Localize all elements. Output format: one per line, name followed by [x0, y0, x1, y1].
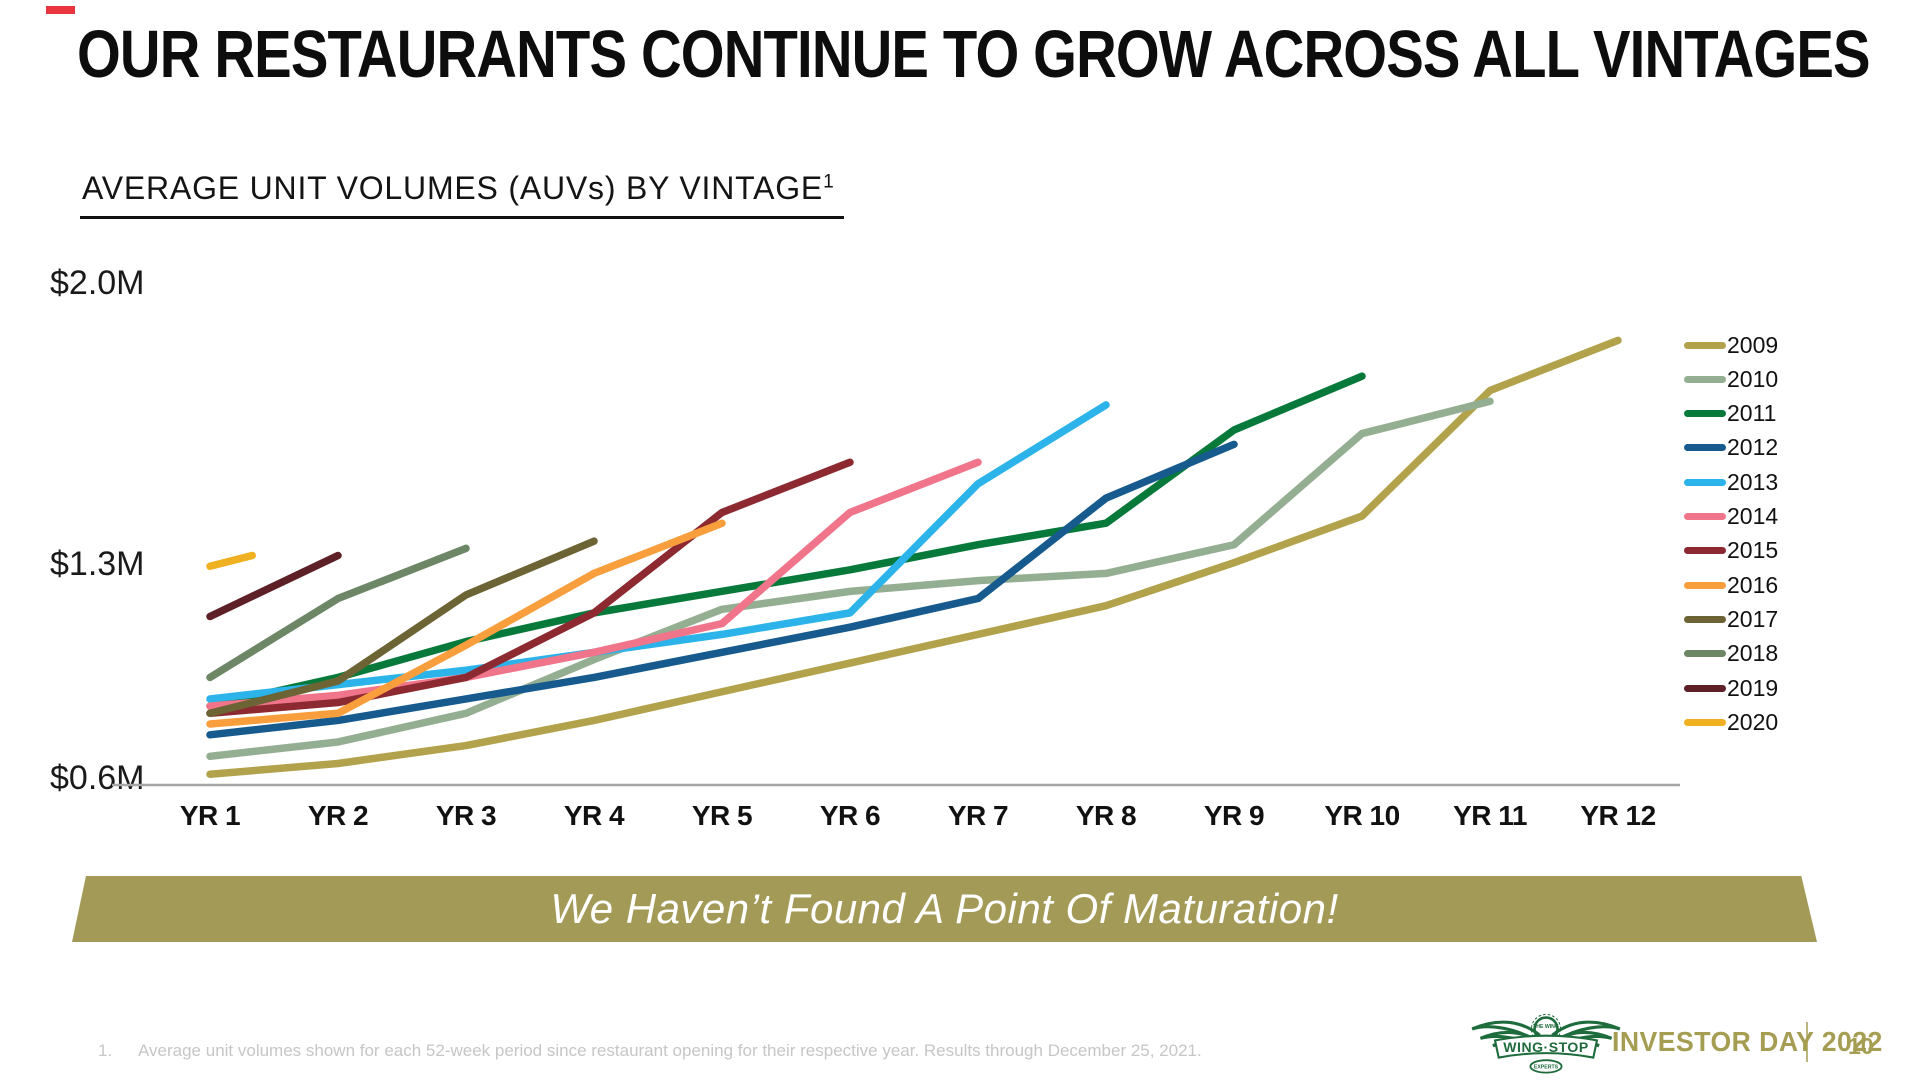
legend-swatch-2013: [1684, 478, 1726, 486]
takeaway-banner: We Haven’t Found A Point Of Maturation!: [72, 876, 1817, 942]
series-line-2013: [206, 401, 1110, 703]
legend-item-2013: 2013: [1684, 467, 1778, 497]
logo-top-text: THE WING: [1533, 1024, 1559, 1030]
takeaway-banner-text: We Haven’t Found A Point Of Maturation!: [550, 885, 1339, 932]
series-line-2019: [206, 551, 342, 621]
series-line-2014: [206, 458, 982, 710]
series-line-2020: [206, 551, 256, 571]
series-lines: [206, 336, 1622, 778]
legend-item-2012: 2012: [1684, 433, 1778, 463]
x-tick-label-10: YR 10: [1324, 800, 1400, 831]
legend-item-2011: 2011: [1684, 399, 1776, 429]
series-line-2018: [206, 544, 470, 682]
legend-swatch-2011: [1684, 410, 1726, 418]
chart-subtitle: AVERAGE UNIT VOLUMES (AUVs) BY VINTAGE1: [82, 170, 834, 206]
series-line-2009: [206, 336, 1622, 778]
page-title: OUR RESTAURANTS CONTINUE TO GROW ACROSS …: [77, 17, 1871, 92]
footer-divider: [1806, 1022, 1808, 1062]
legend-swatch-2019: [1684, 684, 1726, 692]
footnote-text: Average unit volumes shown for each 52-w…: [138, 1041, 1202, 1060]
y-tick-label-2: $0.6M: [50, 759, 145, 797]
legend-item-2015: 2015: [1684, 536, 1778, 566]
footnote-marker: 1: [823, 171, 835, 193]
legend-label-2016: 2016: [1727, 571, 1779, 598]
legend-swatch-2018: [1684, 650, 1726, 658]
series-line-2016: [206, 519, 726, 728]
x-tick-label-9: YR 9: [1203, 800, 1265, 831]
y-tick-label-1: $1.3M: [50, 545, 145, 583]
legend-label-2014: 2014: [1727, 503, 1779, 529]
legend-swatch-2016: [1684, 581, 1726, 589]
legend-label-2018: 2018: [1727, 640, 1779, 667]
footnote: 1. Average unit volumes shown for each 5…: [98, 1041, 1202, 1061]
legend-swatch-2012: [1684, 444, 1726, 452]
series-line-2011: [206, 372, 1366, 710]
legend-swatch-2009: [1684, 341, 1726, 349]
legend-item-2018: 2018: [1684, 639, 1778, 669]
x-tick-label-5: YR 5: [691, 800, 753, 831]
legend-swatch-2014: [1684, 513, 1726, 520]
x-tick-label-12: YR 12: [1580, 800, 1656, 831]
logo-main-text: WING·STOP: [1503, 1039, 1588, 1055]
legend-item-2016: 2016: [1684, 570, 1778, 600]
x-tick-label-4: YR 4: [563, 800, 625, 831]
x-tick-label-2: YR 2: [307, 800, 369, 831]
series-line-2012: [206, 440, 1238, 739]
legend-label-2009: 2009: [1727, 331, 1779, 358]
legend-label-2017: 2017: [1727, 605, 1779, 632]
y-tick-label-0: $2.0M: [50, 264, 145, 302]
series-line-2015: [206, 458, 854, 718]
wingstop-logo: THE WING WING·STOP EXPERTS: [1471, 1013, 1621, 1074]
legend-label-2020: 2020: [1727, 708, 1779, 735]
footnote-number: 1.: [98, 1041, 113, 1060]
legend-label-2019: 2019: [1727, 674, 1779, 701]
red-accent-dash: [46, 6, 75, 14]
legend-item-2020: 2020: [1684, 707, 1778, 737]
legend-label-2015: 2015: [1727, 537, 1779, 564]
x-tick-label-11: YR 11: [1453, 800, 1527, 831]
legend-item-2017: 2017: [1684, 604, 1778, 634]
legend-label-2010: 2010: [1727, 365, 1779, 392]
x-tick-label-6: YR 6: [819, 800, 881, 831]
series-line-2017: [206, 537, 598, 718]
legend-label-2011: 2011: [1727, 400, 1777, 427]
legend-swatch-2015: [1684, 547, 1726, 555]
legend-label-2013: 2013: [1727, 468, 1779, 495]
x-tick-label-3: YR 3: [435, 800, 497, 831]
x-tick-label-1: YR 1: [179, 800, 241, 831]
chart-subtitle-underline: AVERAGE UNIT VOLUMES (AUVs) BY VINTAGE1: [80, 170, 845, 219]
x-tick-label-8: YR 8: [1075, 800, 1137, 831]
legend-item-2019: 2019: [1684, 673, 1778, 703]
logo-banner-ribbon: [1493, 1034, 1599, 1059]
chart-subtitle-text: AVERAGE UNIT VOLUMES (AUVs) BY VINTAGE: [82, 170, 824, 206]
logo-experts-badge: [1529, 1059, 1563, 1074]
page-number: 10: [1848, 1033, 1874, 1059]
x-tick-label-7: YR 7: [947, 800, 1009, 831]
logo-bottom-text: EXPERTS: [1534, 1064, 1559, 1070]
legend-swatch-2020: [1684, 718, 1726, 726]
legend-item-2014: 2014: [1684, 502, 1778, 532]
legend-swatch-2017: [1684, 615, 1726, 623]
legend-label-2012: 2012: [1727, 434, 1779, 461]
event-label: INVESTOR DAY 2022: [1612, 1026, 1883, 1057]
legend-swatch-2010: [1684, 375, 1726, 383]
legend-item-2010: 2010: [1684, 364, 1778, 394]
legend-item-2009: 2009: [1684, 330, 1778, 360]
series-line-2010: [206, 397, 1494, 761]
